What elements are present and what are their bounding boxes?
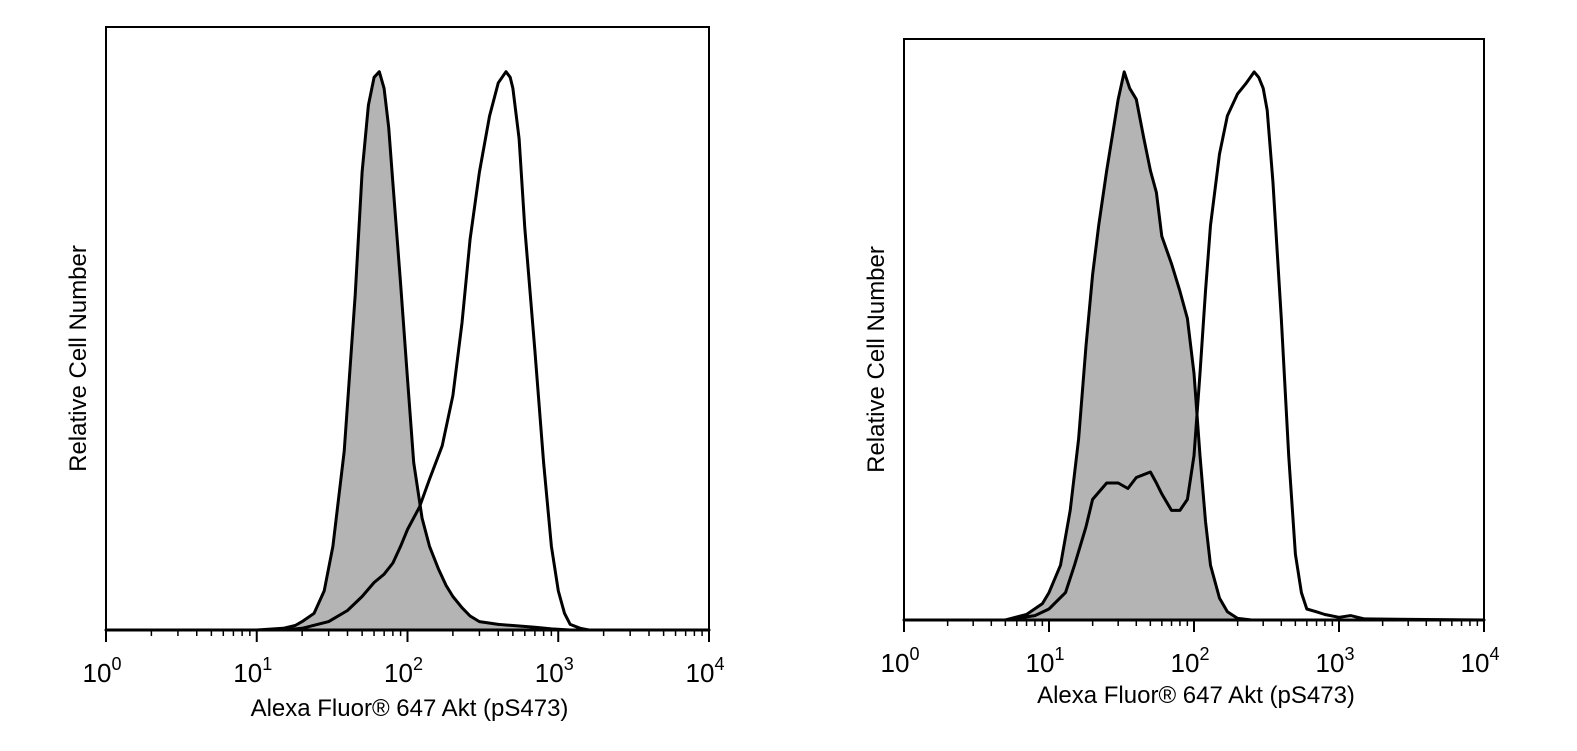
tick-label-base: 10	[1316, 648, 1345, 678]
y-axis-label: Relative Cell Number	[863, 246, 890, 473]
y-axis-label: Relative Cell Number	[65, 245, 92, 472]
tick-label-exponent: 2	[1199, 644, 1209, 664]
x-tick-label: 103	[535, 654, 574, 688]
tick-label-base: 10	[1026, 648, 1055, 678]
x-tick-label: 101	[1026, 644, 1065, 678]
tick-label-base: 10	[384, 658, 413, 688]
tick-label-base: 10	[686, 658, 715, 688]
tick-label-exponent: 3	[1344, 644, 1354, 664]
tick-label-exponent: 1	[1054, 644, 1064, 664]
tick-label-base: 10	[83, 658, 112, 688]
x-axis-ticks	[903, 620, 1485, 632]
x-axis-ticks	[105, 630, 710, 642]
histogram-panel-left: 100 101 102 103 104 Alexa Fluor® 647 Akt (pS…	[65, 26, 725, 722]
tick-label-exponent: 0	[909, 644, 919, 664]
x-tick-label: 102	[1171, 644, 1210, 678]
tick-label-exponent: 2	[413, 654, 423, 674]
tick-label-base: 10	[1171, 648, 1200, 678]
histogram-outline-series	[106, 70, 709, 632]
x-tick-label: 104	[1461, 644, 1500, 678]
x-tick-label: 104	[686, 654, 725, 688]
tick-label-base: 10	[1461, 648, 1490, 678]
histogram-panel-right: 100 101 102 103 104 Alexa Fluor® 647 Akt (pS…	[863, 38, 1500, 709]
x-tick-label: 102	[384, 654, 423, 688]
tick-label-exponent: 3	[564, 654, 574, 674]
tick-label-exponent: 4	[1489, 644, 1499, 664]
histogram-filled-series	[104, 70, 711, 632]
x-tick-labels: 100 101 102 103 104	[83, 654, 725, 688]
tick-label-base: 10	[535, 658, 564, 688]
histogram-outline-series	[904, 70, 1485, 622]
tick-label-exponent: 4	[714, 654, 724, 674]
series-group	[104, 70, 711, 632]
x-axis-label: Alexa Fluor® 647 Akt (pS473)	[1037, 682, 1355, 709]
x-tick-labels: 100 101 102 103 104	[881, 644, 1500, 678]
x-tick-label: 101	[233, 654, 272, 688]
x-tick-label: 100	[881, 644, 920, 678]
tick-label-exponent: 0	[111, 654, 121, 674]
x-tick-label: 103	[1316, 644, 1355, 678]
x-tick-label: 100	[83, 654, 122, 688]
histogram-filled-series	[902, 70, 1486, 622]
x-axis-label: Alexa Fluor® 647 Akt (pS473)	[251, 695, 569, 722]
series-group	[902, 70, 1486, 622]
tick-label-exponent: 1	[262, 654, 272, 674]
tick-label-base: 10	[233, 658, 262, 688]
tick-label-base: 10	[881, 648, 910, 678]
